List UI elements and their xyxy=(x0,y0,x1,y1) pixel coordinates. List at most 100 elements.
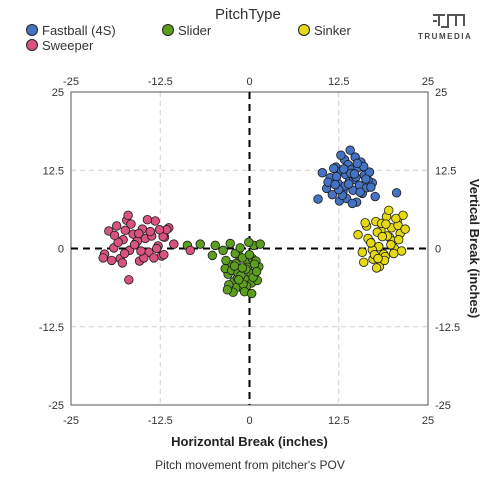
point-slider xyxy=(237,263,248,273)
legend-label: Sinker xyxy=(314,23,351,38)
point-slider xyxy=(246,288,257,299)
logo-text: TRUMEDIA xyxy=(418,32,473,41)
y-tick-label-left: 25 xyxy=(52,87,64,99)
point-fastball-4s xyxy=(347,198,358,209)
point-sweeper xyxy=(136,246,146,256)
x-tick-label-top: 25 xyxy=(422,76,434,88)
legend-marker-icon xyxy=(162,24,174,36)
point-fastball-4s xyxy=(366,182,376,192)
point-sweeper xyxy=(117,258,128,268)
trumedia-logo: TRUMEDIA xyxy=(410,8,490,48)
legend-marker-icon xyxy=(298,24,310,36)
point-sinker xyxy=(386,240,396,250)
point-sweeper xyxy=(129,240,140,250)
point-sweeper xyxy=(142,215,153,225)
legend-marker-icon xyxy=(26,24,38,36)
point-slider xyxy=(221,255,231,266)
y-tick-label-left: 0 xyxy=(58,244,64,256)
point-slider xyxy=(235,243,245,253)
point-sinker xyxy=(373,253,383,264)
legend-title: PitchType xyxy=(215,6,281,23)
point-sweeper xyxy=(149,253,159,263)
point-slider xyxy=(255,239,265,249)
point-sweeper xyxy=(154,225,165,235)
point-fastball-4s xyxy=(391,188,402,198)
point-slider xyxy=(218,245,228,256)
point-fastball-4s xyxy=(329,163,339,174)
point-sweeper xyxy=(119,248,130,259)
point-sweeper xyxy=(123,210,133,221)
y-tick-label-left: 12.5 xyxy=(43,165,64,177)
legend-marker-icon xyxy=(26,39,38,51)
point-slider xyxy=(225,238,235,249)
point-sweeper xyxy=(159,250,169,260)
y-axis-label: Vertical Break (inches) xyxy=(467,179,482,318)
point-sinker xyxy=(381,219,391,229)
point-sweeper xyxy=(185,245,195,256)
point-sweeper xyxy=(120,225,130,236)
y-tick-label-right: 12.5 xyxy=(435,165,456,177)
point-slider xyxy=(251,266,262,277)
point-sweeper xyxy=(106,255,117,266)
legend-label: Slider xyxy=(178,23,212,38)
point-fastball-4s xyxy=(327,189,338,200)
point-sweeper xyxy=(151,243,162,254)
point-sweeper xyxy=(169,239,179,249)
x-tick-label-top: 0 xyxy=(246,76,252,88)
point-slider xyxy=(207,250,218,261)
y-tick-label-right: -12.5 xyxy=(435,322,460,334)
x-tick-label-top: -25 xyxy=(63,76,79,88)
x-tick-label-bottom: -12.5 xyxy=(148,415,173,427)
point-fastball-4s xyxy=(313,194,323,204)
point-fastball-4s xyxy=(331,171,342,182)
legend-item-sinker[interactable]: Sinker xyxy=(298,23,351,38)
y-tick-label-left: -25 xyxy=(48,400,64,412)
x-tick-label-top: -12.5 xyxy=(148,76,173,88)
point-fastball-4s xyxy=(330,179,340,190)
data-points xyxy=(98,145,410,299)
point-sweeper xyxy=(150,216,160,226)
point-sinker xyxy=(389,248,399,259)
point-fastball-4s xyxy=(336,150,346,160)
point-fastball-4s xyxy=(317,168,328,178)
x-tick-label-bottom: 25 xyxy=(422,415,434,427)
point-sinker xyxy=(366,238,376,248)
point-fastball-4s xyxy=(355,187,365,197)
y-tick-label-right: 0 xyxy=(435,244,441,256)
point-fastball-4s xyxy=(361,174,371,184)
point-sinker xyxy=(394,235,404,245)
point-fastball-4s xyxy=(370,191,380,202)
x-tick-label-bottom: 0 xyxy=(246,415,252,427)
point-sweeper xyxy=(126,219,136,229)
legend-label: Sweeper xyxy=(42,38,94,53)
point-sinker xyxy=(360,218,370,228)
y-tick-label-right: 25 xyxy=(435,87,447,99)
legend-item-sweeper[interactable]: Sweeper xyxy=(26,38,93,53)
point-sweeper xyxy=(98,253,108,263)
point-sweeper xyxy=(145,226,155,237)
chart-caption: Pitch movement from pitcher's POV xyxy=(155,458,345,472)
point-sinker xyxy=(357,247,368,257)
point-slider xyxy=(210,240,220,251)
point-fastball-4s xyxy=(345,145,355,155)
point-slider xyxy=(234,275,244,285)
legend-label: Fastball (4S) xyxy=(42,23,116,38)
point-slider xyxy=(222,285,233,295)
point-sinker xyxy=(377,231,388,242)
legend-item-slider[interactable]: Slider xyxy=(162,23,211,38)
y-tick-label-right: -25 xyxy=(435,400,451,412)
point-sweeper xyxy=(109,230,120,241)
y-tick-label-left: -12.5 xyxy=(39,322,64,334)
point-sweeper xyxy=(111,221,122,231)
zero-lines xyxy=(71,92,428,405)
point-fastball-4s xyxy=(349,169,360,179)
point-sinker xyxy=(353,230,363,240)
point-slider xyxy=(244,237,254,247)
legend-item-fastball[interactable]: Fastball (4S) xyxy=(26,23,116,38)
point-sweeper xyxy=(134,228,144,239)
point-fastball-4s xyxy=(339,164,349,174)
point-sinker xyxy=(384,205,394,216)
point-sinker xyxy=(400,224,410,234)
